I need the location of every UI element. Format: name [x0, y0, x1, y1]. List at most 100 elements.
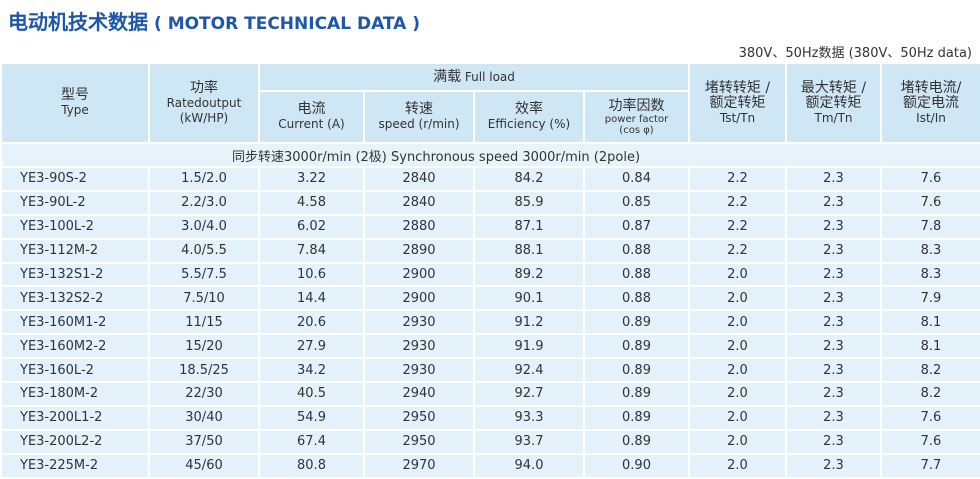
value-cell: 2.0 — [688, 428, 787, 455]
value-cell: 87.1 — [473, 213, 585, 240]
value-cell: 8.2 — [880, 381, 980, 407]
value-cell: 0.89 — [583, 381, 690, 407]
col-header: 功率 Ratedoutput (kW/HP) — [148, 62, 260, 144]
value-cell: 10.6 — [258, 261, 365, 288]
header-en: Ratedoutput — [166, 95, 242, 110]
value-cell: 92.7 — [473, 381, 585, 407]
table-row: YE3-160M2-2 15/20 27.9 2930 91.9 0.89 2.0 2.3 8.… — [0, 333, 980, 360]
model-cell: YE3-90L-2 — [0, 189, 150, 216]
header-cn: 电流 — [297, 101, 326, 117]
value-cell: 40.5 — [258, 381, 365, 407]
value-cell: 67.4 — [258, 428, 365, 455]
value-cell: 0.89 — [583, 333, 690, 360]
value-cell: 0.88 — [583, 285, 690, 312]
value-cell: 2.3 — [785, 357, 882, 384]
header-unit: (cos φ) — [619, 124, 654, 136]
value-cell: 0.88 — [583, 261, 690, 288]
value-cell: 54.9 — [258, 404, 365, 431]
header-cn: 堵转电流/ — [900, 79, 962, 96]
value-cell: 2.2 — [688, 166, 787, 192]
value-cell: 2930 — [363, 333, 475, 360]
header-cn: 转速 — [405, 101, 433, 117]
value-cell: 7.5/10 — [148, 285, 260, 312]
col-header: 堵转转矩 / 额定转矩 Tst/Tn — [688, 62, 787, 144]
value-cell: 85.9 — [473, 189, 585, 216]
header-en: Efficiency (%) — [487, 117, 571, 131]
value-cell: 2950 — [363, 428, 475, 455]
value-cell: 2890 — [363, 237, 475, 264]
value-cell: 2880 — [363, 213, 475, 240]
model-cell: YE3-132S2-2 — [0, 285, 150, 312]
title-cn: 电动机技术数据 — [8, 10, 148, 34]
col-header: 功率因数 power factor (cos φ) — [583, 90, 690, 144]
table-row: YE3-132S1-2 5.5/7.5 10.6 2900 89.2 0.88 2.0 2.3… — [0, 261, 980, 288]
value-cell: 2.3 — [785, 381, 882, 407]
value-cell: 93.3 — [473, 404, 585, 431]
value-cell: 8.1 — [880, 333, 980, 360]
table-row: YE3-200L2-2 37/50 67.4 2950 93.7 0.89 2.0 2.3 7.… — [0, 428, 980, 455]
group-header: 满载 Full load — [258, 62, 690, 92]
value-cell: 4.58 — [258, 189, 365, 216]
value-cell: 0.89 — [583, 428, 690, 455]
model-cell: YE3-100L-2 — [0, 213, 150, 240]
value-cell: 2.0 — [688, 333, 787, 360]
table-row: YE3-90L-2 2.2/3.0 4.58 2840 85.9 0.85 2.2 2.3 7.… — [0, 189, 980, 216]
header-unit: (kW/HP) — [179, 110, 229, 125]
value-cell: 7.9 — [880, 285, 980, 312]
value-cell: 2.0 — [688, 452, 787, 479]
value-cell: 7.6 — [880, 166, 980, 192]
model-cell: YE3-200L1-2 — [0, 404, 150, 431]
value-cell: 11/15 — [148, 309, 260, 336]
table-row: YE3-100L-2 3.0/4.0 6.02 2880 87.1 0.87 2.2 2.3 7… — [0, 213, 980, 240]
col-header: 效率 Efficiency (%) — [473, 90, 585, 144]
value-cell: 0.89 — [583, 357, 690, 384]
table-row: YE3-160L-2 18.5/25 34.2 2930 92.4 0.89 2.0 2.3 8… — [0, 357, 980, 384]
table-row: YE3-225M-2 45/60 80.8 2970 94.0 0.90 2.0 2.3 7.7 — [0, 452, 980, 479]
value-cell: 20.6 — [258, 309, 365, 336]
value-cell: 1.5/2.0 — [148, 166, 260, 192]
model-cell: YE3-160M2-2 — [0, 333, 150, 360]
value-cell: 2930 — [363, 357, 475, 384]
value-cell: 2.0 — [688, 261, 787, 288]
col-header: 电流 Current (A) — [258, 90, 365, 144]
value-cell: 2.0 — [688, 285, 787, 312]
value-cell: 2.3 — [785, 452, 882, 479]
value-cell: 0.87 — [583, 213, 690, 240]
section-label: 同步转速3000r/min (2极) Synchronous speed 300… — [0, 142, 980, 168]
header-en: Tst/Tn — [719, 110, 756, 125]
value-cell: 8.1 — [880, 309, 980, 336]
value-cell: 8.2 — [880, 357, 980, 384]
header-cn: 额定电流 — [903, 94, 959, 111]
col-header: 最大转矩 / 额定转矩 Tm/Tn — [785, 62, 882, 144]
value-cell: 0.89 — [583, 404, 690, 431]
value-cell: 5.5/7.5 — [148, 261, 260, 288]
header-cn: 额定转矩 — [709, 94, 766, 111]
value-cell: 90.1 — [473, 285, 585, 312]
value-cell: 8.3 — [880, 237, 980, 264]
table-row: YE3-180M-2 22/30 40.5 2940 92.7 0.89 2.0 2.3 8.2 — [0, 381, 980, 407]
header-en: Type — [61, 103, 89, 117]
header-en: power factor — [604, 113, 669, 125]
table-row: YE3-90S-2 1.5/2.0 3.22 2840 84.2 0.84 2.2 2.3 7.… — [0, 166, 980, 192]
value-cell: 2970 — [363, 452, 475, 479]
value-cell: 0.84 — [583, 166, 690, 192]
value-cell: 0.89 — [583, 309, 690, 336]
header-en: speed (r/min) — [378, 117, 460, 131]
value-cell: 2.2 — [688, 237, 787, 264]
value-cell: 91.2 — [473, 309, 585, 336]
title-en: ( MOTOR TECHNICAL DATA ) — [154, 14, 421, 34]
group-en: Full load — [464, 69, 515, 84]
table-body: 同步转速3000r/min (2极) Synchronous speed 300… — [0, 142, 980, 479]
value-cell: 27.9 — [258, 333, 365, 360]
value-cell: 18.5/25 — [148, 357, 260, 384]
model-cell: YE3-200L2-2 — [0, 428, 150, 455]
value-cell: 3.0/4.0 — [148, 213, 260, 240]
value-cell: 2950 — [363, 404, 475, 431]
value-cell: 7.6 — [880, 428, 980, 455]
value-cell: 2.3 — [785, 261, 882, 288]
value-cell: 0.90 — [583, 452, 690, 479]
value-cell: 2.3 — [785, 213, 882, 240]
col-header: 堵转电流/额定电流 Ist/In — [880, 62, 980, 144]
header-cn: 额定转矩 — [805, 94, 862, 111]
